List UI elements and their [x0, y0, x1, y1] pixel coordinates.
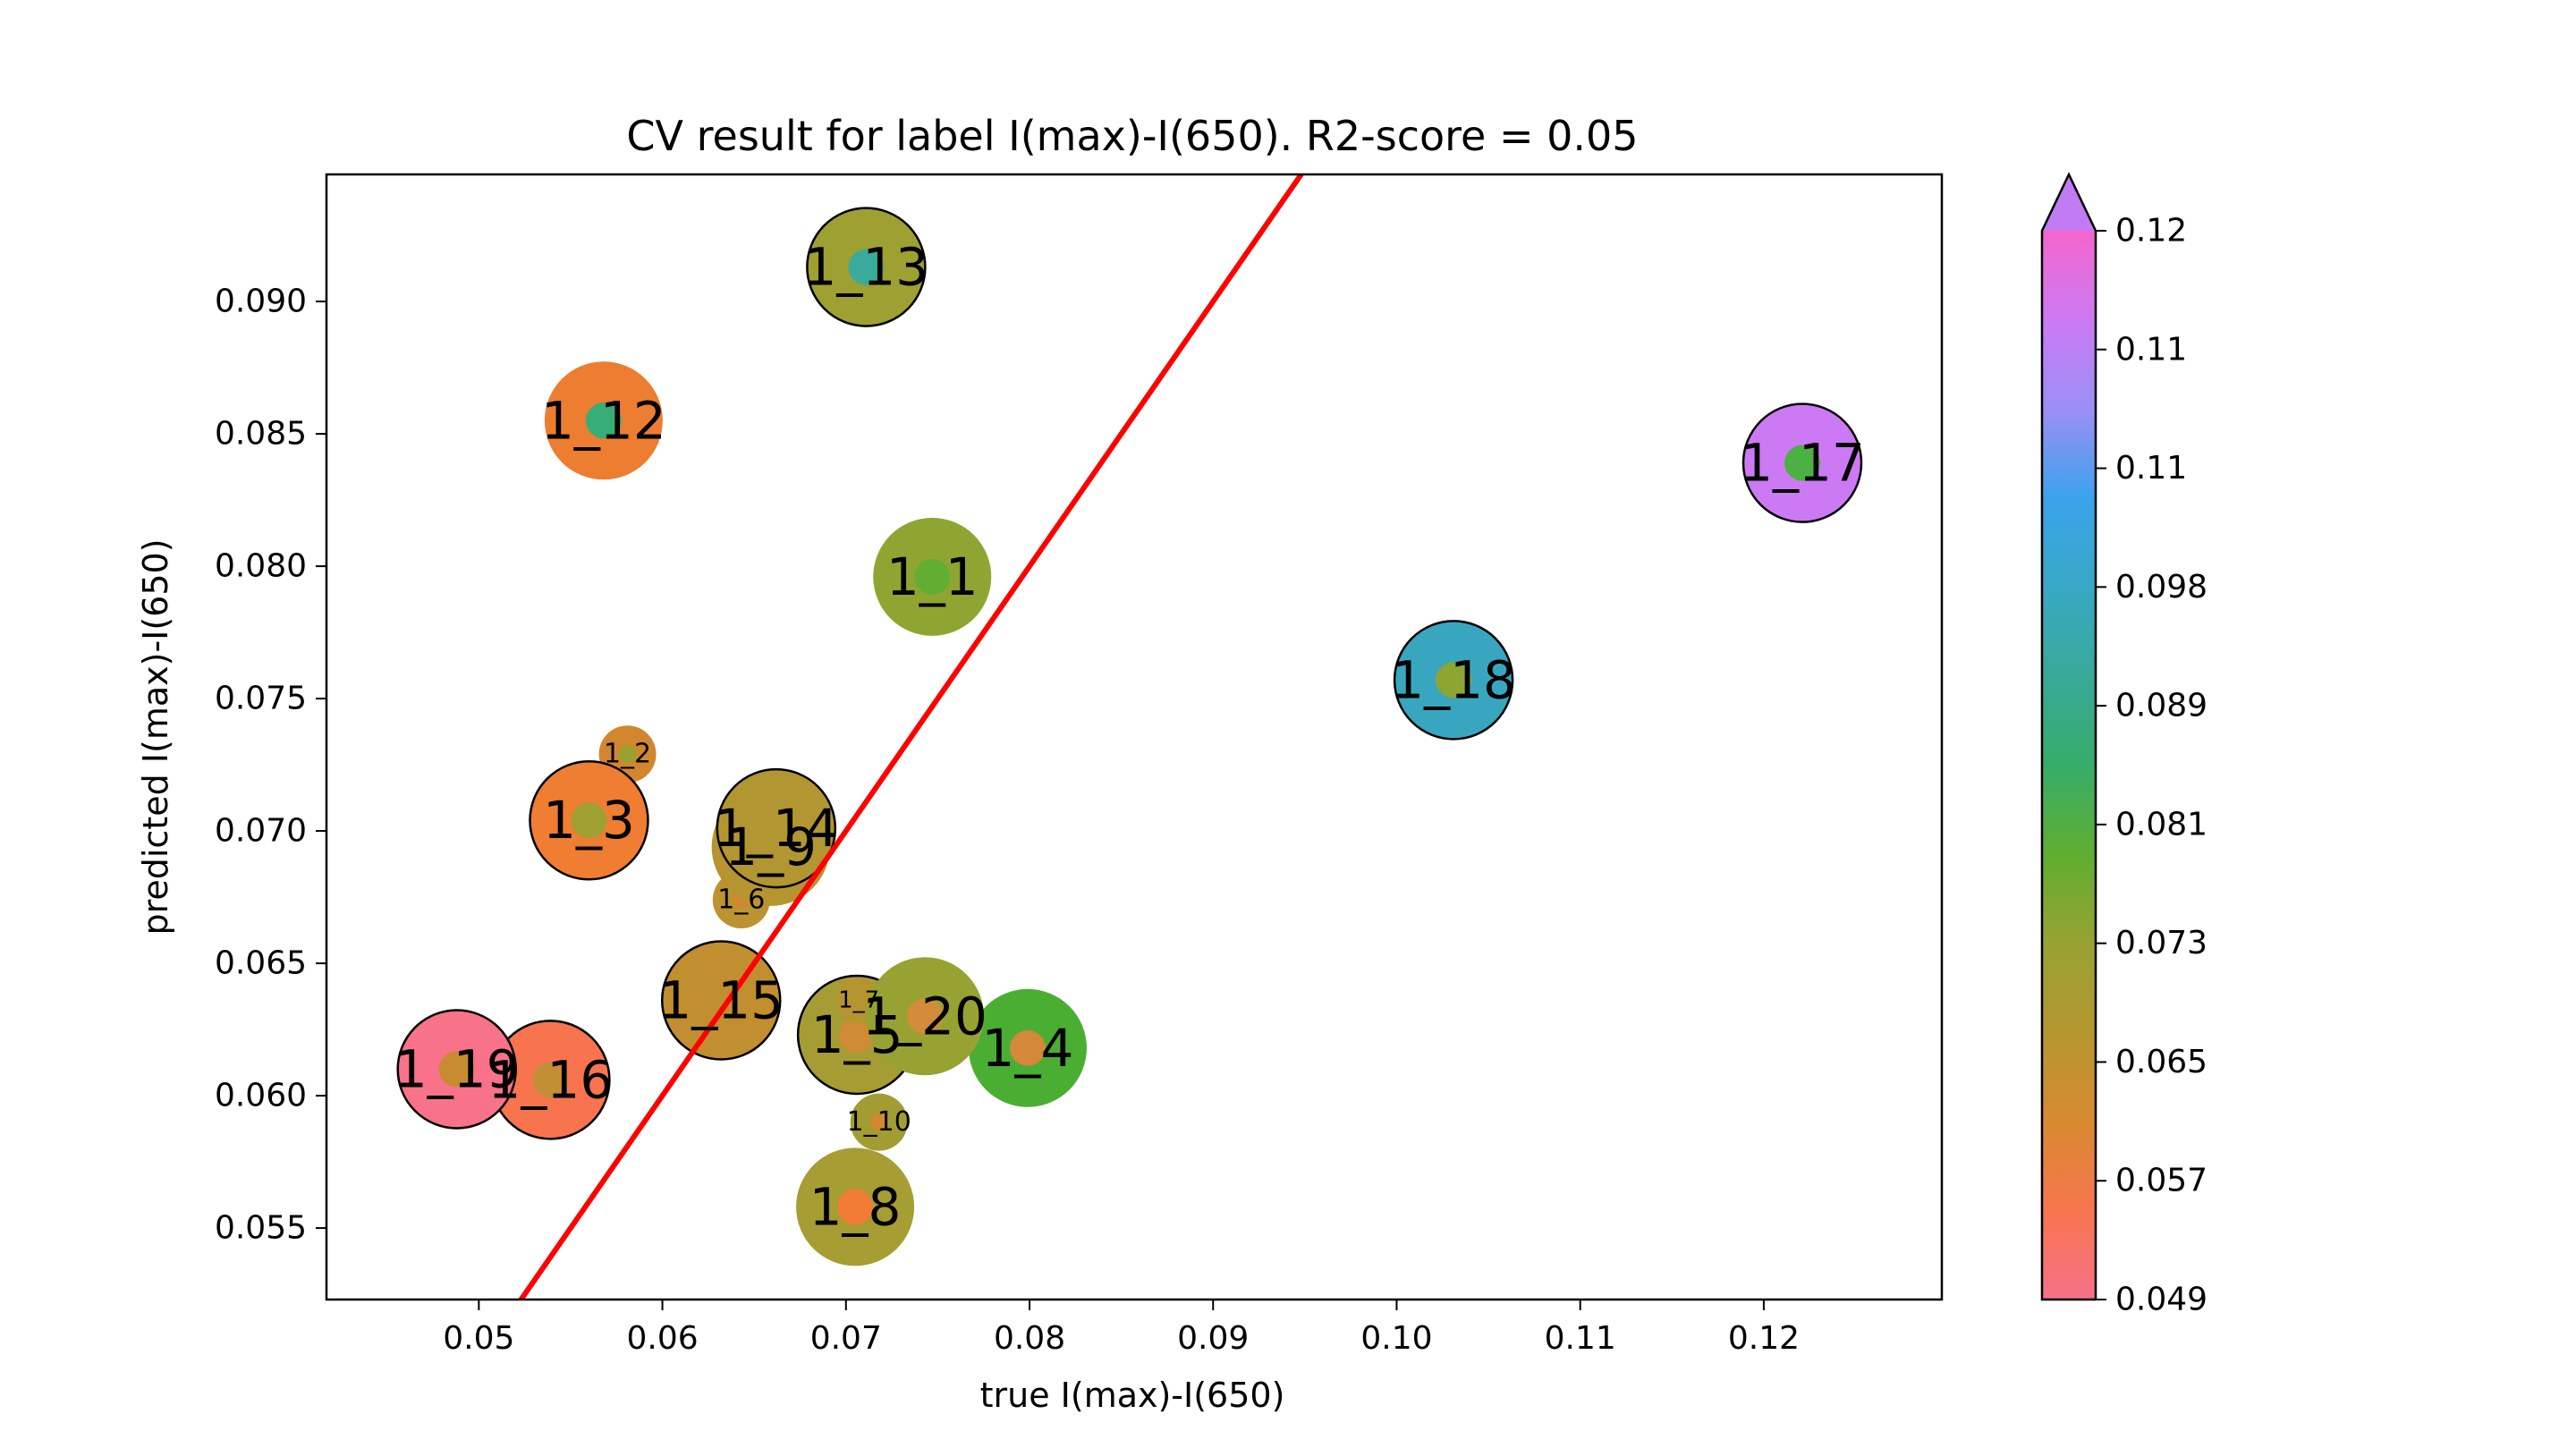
- y-tick-label: 0.085: [215, 416, 307, 453]
- x-tick-label: 0.05: [443, 1320, 514, 1357]
- x-tick-label: 0.08: [994, 1320, 1065, 1357]
- colorbar-extend-arrow: [2042, 174, 2096, 231]
- point-inner-1_4: [1009, 1029, 1046, 1066]
- colorbar-tick-label: 0.057: [2115, 1163, 2207, 1199]
- point-inner-1_8: [837, 1189, 874, 1225]
- point-label: 1_18: [1391, 649, 1516, 710]
- point-inner-1_18: [1436, 662, 1472, 699]
- colorbar-tick-label: 0.11: [2115, 450, 2187, 487]
- x-tick-label: 0.06: [626, 1320, 698, 1357]
- point-inner-1_5: [839, 1017, 876, 1053]
- point-label: 1_15: [658, 970, 784, 1031]
- point-label: 1_14: [714, 798, 839, 859]
- point-label: 1_16: [488, 1049, 614, 1110]
- point-inner-1_1: [914, 558, 951, 595]
- y-tick-label: 0.065: [215, 945, 307, 982]
- point-inner-1_15: [703, 982, 740, 1019]
- point-inner-1_19: [438, 1051, 475, 1088]
- colorbar-ticks: 0.049 0.057 0.065 0.073 0.081 0.089 0.098 0.11 0…: [2096, 213, 2207, 1318]
- point-inner-1_7: [851, 992, 868, 1009]
- identity-line-layer: [517, 174, 1305, 1300]
- chart-title: CV result for label I(max)-I(650). R2-sc…: [626, 112, 1638, 160]
- x-tick-label: 0.09: [1177, 1320, 1249, 1357]
- point-label: 1_6: [717, 885, 765, 916]
- colorbar-tick-label: 0.12: [2115, 213, 2187, 250]
- y-axis-label: predicted I(max)-I(650): [136, 538, 175, 935]
- point-label: 1_4: [982, 1018, 1074, 1079]
- colorbar-outline: [2040, 172, 2097, 1301]
- x-tick-label: 0.10: [1360, 1320, 1432, 1357]
- colorbar-tick-label: 0.11: [2115, 331, 2187, 368]
- y-tick-label: 0.075: [215, 681, 307, 717]
- point-label: 1_2: [604, 739, 651, 770]
- y-axis-ticks: 0.055 0.060 0.065 0.070 0.075 0.080 0.085 0.090: [215, 284, 326, 1247]
- point-label: 1_8: [809, 1176, 902, 1237]
- x-tick-label: 0.11: [1545, 1320, 1616, 1357]
- point-label: 1_12: [541, 390, 666, 451]
- colorbar-tick-label: 0.065: [2115, 1044, 2207, 1080]
- point-label: 1_20: [862, 986, 987, 1046]
- point-labels-layer: 1_1 1_2 1_3 1_4 1_5 1_6 1_7 1_8 1_9 1_10 1_12 1_13 1…: [394, 237, 1865, 1238]
- colorbar-tick-label: 0.098: [2115, 569, 2207, 605]
- point-label: 1_9: [724, 817, 817, 877]
- identity-line: [517, 174, 1305, 1300]
- colorbar-tick-label: 0.081: [2115, 806, 2207, 843]
- colorbar-gradient: [2042, 231, 2096, 1300]
- x-axis-label: true I(max)-I(650): [980, 1376, 1285, 1415]
- point-inner-1_16: [532, 1062, 569, 1098]
- point-inner-1_14: [758, 810, 794, 847]
- point-label: 1_3: [543, 790, 635, 851]
- point-label: 1_13: [804, 237, 929, 298]
- y-tick-label: 0.060: [215, 1078, 307, 1114]
- plot-frame: [325, 173, 1944, 1301]
- point-label: 1_7: [838, 987, 879, 1014]
- point-inner-1_12: [585, 402, 622, 439]
- colorbar-tick-label: 0.089: [2115, 688, 2207, 724]
- colorbar-tick-label: 0.049: [2115, 1282, 2207, 1318]
- point-label: 1_17: [1740, 433, 1865, 494]
- point-inner-1_2: [618, 745, 637, 764]
- point-label: 1_5: [811, 1004, 903, 1065]
- colorbar: 0.049 0.057 0.065 0.073 0.081 0.089 0.098 0.11 0…: [2040, 172, 2207, 1318]
- y-tick-label: 0.090: [215, 284, 307, 320]
- x-tick-label: 0.12: [1728, 1320, 1800, 1357]
- point-inner-1_3: [571, 802, 607, 839]
- point-label: 1_19: [394, 1038, 520, 1099]
- y-tick-label: 0.055: [215, 1210, 307, 1247]
- colorbar-tick-label: 0.073: [2115, 925, 2207, 961]
- point-inner-1_10: [869, 1113, 888, 1131]
- point-label: 1_10: [847, 1106, 911, 1138]
- x-tick-label: 0.07: [810, 1320, 882, 1357]
- y-tick-label: 0.070: [215, 813, 307, 850]
- point-label: 1_1: [886, 546, 979, 607]
- point-inner-1_17: [1784, 445, 1821, 481]
- x-axis-ticks: 0.05 0.06 0.07 0.08 0.09 0.10 0.11 0.12: [443, 1300, 1800, 1357]
- point-inner-1_20: [907, 998, 944, 1035]
- y-tick-label: 0.080: [215, 548, 307, 585]
- point-inner-1_13: [848, 249, 885, 285]
- points-layer: [396, 207, 1863, 1266]
